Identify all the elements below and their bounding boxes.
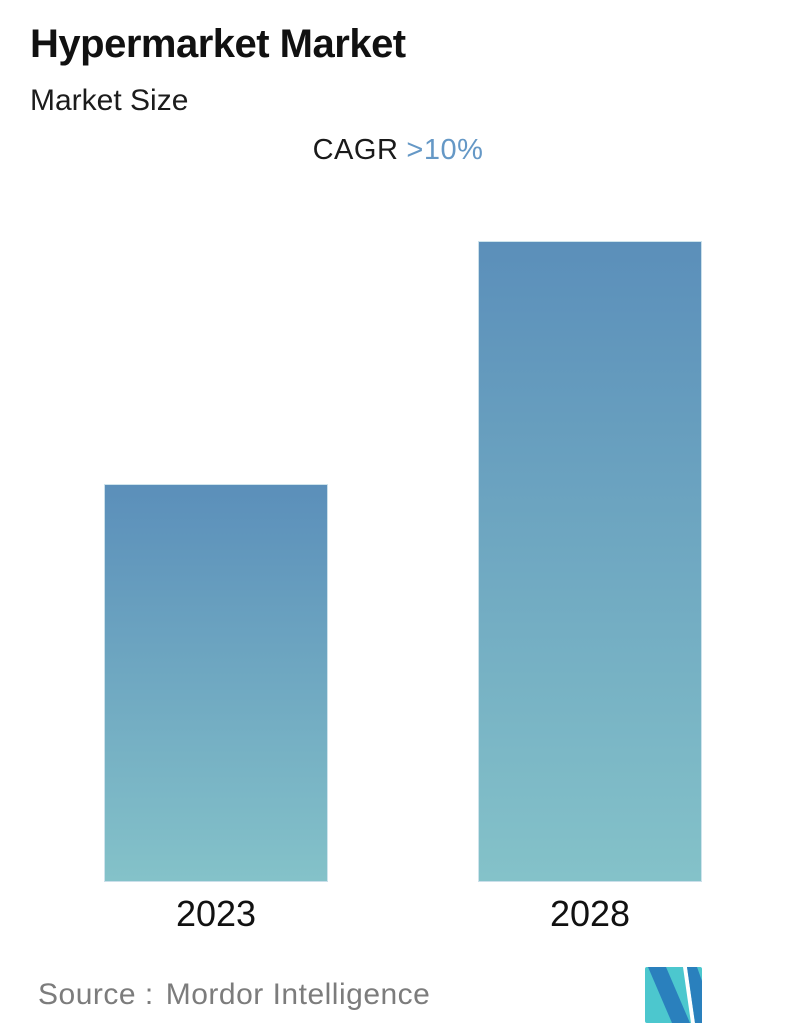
source-label: Source : <box>38 978 154 1011</box>
page-title: Hypermarket Market <box>30 22 406 66</box>
cagr-value: >10% <box>406 134 484 166</box>
bar-2023 <box>104 484 328 882</box>
axis-label-2023: 2023 <box>175 893 257 934</box>
cagr-label: CAGR <box>312 134 399 166</box>
logo-gap <box>683 967 695 1023</box>
cagr-annotation: CAGR >10% <box>0 134 796 167</box>
axis-label-2028: 2028 <box>549 893 631 934</box>
bar-2028 <box>478 241 702 882</box>
mordor-intelligence-logo <box>645 967 702 1023</box>
page-subtitle: Market Size <box>30 84 189 117</box>
source-text: Source : Mordor Intelligence <box>38 978 430 1012</box>
logo-left-stroke <box>648 967 690 1023</box>
source-name: Mordor Intelligence <box>165 978 431 1011</box>
logo-right-stroke <box>687 967 702 1023</box>
bar-chart <box>104 241 702 882</box>
